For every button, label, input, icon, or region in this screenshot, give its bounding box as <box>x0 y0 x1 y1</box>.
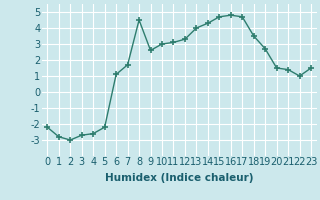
X-axis label: Humidex (Indice chaleur): Humidex (Indice chaleur) <box>105 173 253 183</box>
